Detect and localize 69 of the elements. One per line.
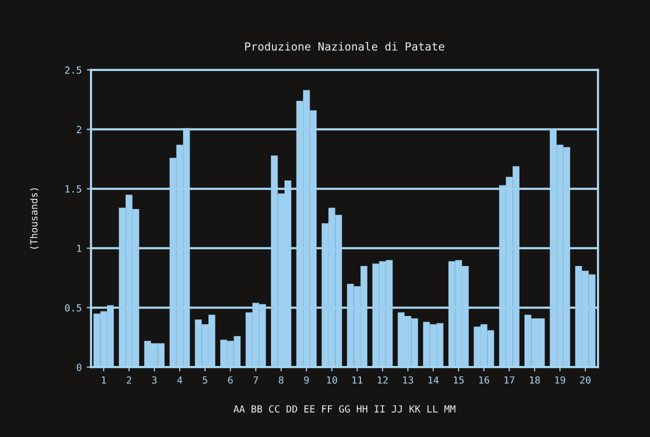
x-tick-label: 11 <box>352 376 362 384</box>
bar <box>531 318 538 368</box>
bar <box>296 100 304 368</box>
bar <box>322 223 328 368</box>
bar <box>202 324 208 368</box>
x-tick-label: 12 <box>378 376 388 384</box>
bar <box>246 312 252 368</box>
bar <box>227 340 234 368</box>
bar <box>480 324 488 368</box>
x-tick-label: 2 <box>126 376 132 384</box>
chart-title: Produzione Nazionale di Patate <box>245 42 444 51</box>
bar <box>347 284 354 368</box>
bar <box>524 314 532 368</box>
x-tick-label: 6 <box>228 376 233 384</box>
x-tick-label: 8 <box>278 376 284 384</box>
x-tick-label: 13 <box>403 376 413 384</box>
bar <box>220 340 228 368</box>
x-tick-label: 18 <box>530 376 540 384</box>
x-tick-label: 16 <box>479 376 490 384</box>
x-tick-label: 9 <box>304 376 309 384</box>
y-tick-label: 1.5 <box>66 185 82 193</box>
y-axis-title: (Thousands) <box>30 188 39 249</box>
bar <box>100 311 108 368</box>
bar <box>303 90 310 368</box>
bar <box>379 261 386 368</box>
bar <box>194 320 202 368</box>
x-tick-label: 7 <box>254 376 258 384</box>
bar <box>278 194 285 368</box>
bar <box>126 194 132 368</box>
x-tick-label: 19 <box>555 376 566 384</box>
x-axis-title: AA BB CC DD EE FF GG HH II JJ KK LL MM <box>233 405 456 413</box>
bar <box>448 261 456 368</box>
bar <box>372 264 380 368</box>
bar <box>270 156 278 368</box>
bar <box>550 129 557 368</box>
bar <box>252 302 260 368</box>
y-tick-label: 1 <box>77 244 82 252</box>
bar <box>94 314 100 368</box>
bar <box>328 208 336 368</box>
bar <box>354 286 361 368</box>
bar <box>455 260 462 368</box>
bar <box>170 158 176 368</box>
y-tick-label: 0 <box>76 364 82 371</box>
bar <box>150 343 158 368</box>
bar <box>499 185 506 368</box>
x-tick-label: 17 <box>504 376 514 384</box>
bar <box>176 144 184 368</box>
bar <box>118 208 126 368</box>
x-tick-label: 10 <box>327 376 338 384</box>
x-tick-label: 14 <box>428 376 439 384</box>
x-tick-label: 4 <box>177 376 182 384</box>
bar <box>582 270 589 368</box>
x-tick-label: 15 <box>454 376 464 384</box>
bar <box>506 176 513 368</box>
x-tick-label: 20 <box>580 376 591 384</box>
x-tick-label: 3 <box>152 376 157 384</box>
bar <box>430 324 437 368</box>
y-tick-label: 2 <box>76 126 82 134</box>
x-tick-label: 1 <box>102 376 106 384</box>
bar <box>398 312 404 368</box>
x-tick-label: 5 <box>202 376 208 384</box>
bar <box>404 316 412 368</box>
bar <box>556 144 564 368</box>
bar <box>575 266 582 368</box>
bar <box>474 326 481 368</box>
bar <box>423 322 430 368</box>
bar <box>144 340 151 368</box>
y-tick-label: 2.5 <box>65 66 82 74</box>
y-tick-label: 0.5 <box>65 304 82 312</box>
